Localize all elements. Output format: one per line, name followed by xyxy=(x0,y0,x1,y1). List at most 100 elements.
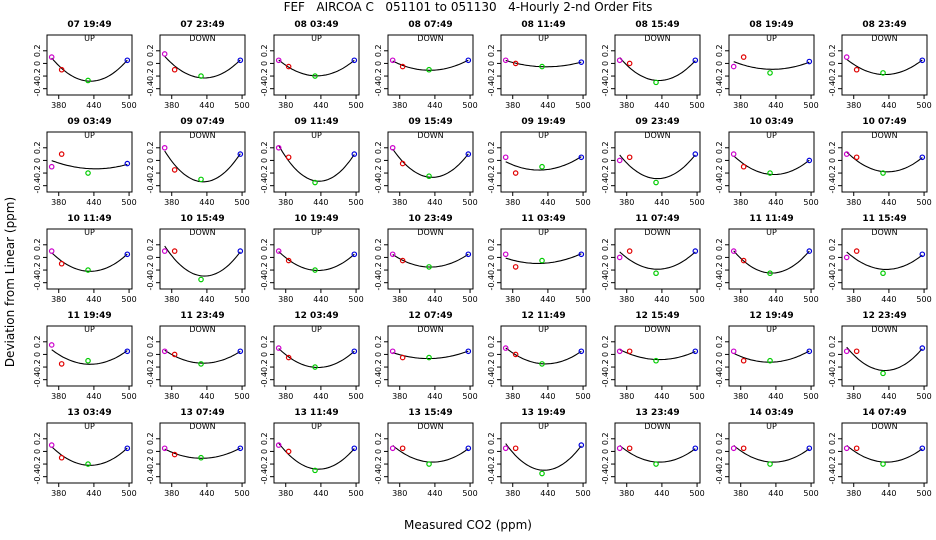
y-tick-label: -0.4 xyxy=(828,469,837,485)
x-tick-label: 380 xyxy=(619,101,634,110)
x-tick-label: 440 xyxy=(654,198,669,207)
data-point xyxy=(171,167,178,173)
data-point xyxy=(285,354,292,361)
panel-direction-label: DOWN xyxy=(644,228,670,237)
data-point xyxy=(626,445,633,452)
y-tick-label: 0 xyxy=(828,61,837,66)
y-tick-label: -0.4 xyxy=(715,372,724,388)
x-tick-label: 500 xyxy=(803,489,818,498)
panel: 08 23:49 DOWN 380 440 500 -0.4-0.2 0 0.2 xyxy=(828,20,932,110)
panel-title: 10 07:49 xyxy=(862,117,906,127)
y-tick-label: 0.2 xyxy=(601,335,610,348)
data-point xyxy=(237,445,244,452)
panel-direction-label: UP xyxy=(84,422,95,431)
data-point xyxy=(512,351,519,358)
x-tick-label: 440 xyxy=(313,489,328,498)
data-point xyxy=(740,257,747,264)
y-tick-label: 0 xyxy=(715,449,724,454)
fit-curve xyxy=(846,444,923,463)
fit-curve xyxy=(51,349,128,365)
plot-frame xyxy=(273,325,360,387)
fit-curve xyxy=(51,160,128,170)
x-tick-label: 500 xyxy=(575,295,590,304)
panel-title: 13 03:49 xyxy=(67,408,111,418)
fit-curve xyxy=(733,444,810,463)
y-tick-label: -0.2 xyxy=(601,68,610,84)
data-point xyxy=(578,251,585,258)
x-tick-label: 440 xyxy=(768,489,783,498)
y-tick-label: -0.4 xyxy=(601,81,610,97)
y-tick-label: 0 xyxy=(33,158,42,163)
fit-curve xyxy=(392,350,469,360)
data-point xyxy=(626,248,633,254)
panel-direction-label: UP xyxy=(84,228,95,237)
data-point xyxy=(389,348,396,355)
data-point xyxy=(539,163,545,170)
x-tick-label: 380 xyxy=(278,101,293,110)
x-tick-label: 380 xyxy=(846,101,861,110)
y-tick-label: -0.2 xyxy=(33,456,42,472)
x-tick-label: 500 xyxy=(575,198,590,207)
plot-frame xyxy=(273,422,360,484)
panel-direction-label: DOWN xyxy=(644,325,670,334)
y-tick-label: 0.2 xyxy=(715,335,724,348)
panel: 10 15:49 DOWN 380 440 500 -0.4-0.2 0 0.2 xyxy=(146,214,250,304)
plot-frame xyxy=(387,228,474,290)
data-point xyxy=(465,348,472,355)
panel: 09 03:49 UP 380 440 500 -0.4-0.2 0 0.2 xyxy=(33,117,137,207)
data-point xyxy=(692,151,699,157)
data-point xyxy=(237,57,244,64)
y-tick-label: -0.4 xyxy=(374,275,383,291)
x-tick-label: 500 xyxy=(575,392,590,401)
x-tick-label: 500 xyxy=(803,295,818,304)
y-tick-label: -0.2 xyxy=(33,68,42,84)
data-point xyxy=(85,77,91,84)
plot-frame xyxy=(46,228,133,290)
fit-curve xyxy=(278,59,355,77)
x-tick-label: 380 xyxy=(392,392,407,401)
x-tick-label: 500 xyxy=(689,489,704,498)
x-tick-label: 500 xyxy=(575,489,590,498)
chart-title: FEF AIRCOA C 051101 to 051130 4-Hourly 2… xyxy=(283,0,653,14)
x-tick-label: 440 xyxy=(313,198,328,207)
y-tick-label: 0.2 xyxy=(260,44,269,57)
x-tick-label: 380 xyxy=(846,392,861,401)
panel-direction-label: DOWN xyxy=(644,34,670,43)
data-point xyxy=(880,70,886,76)
fit-curve xyxy=(619,251,696,270)
data-point xyxy=(767,461,773,467)
plot-frame xyxy=(159,131,246,193)
panel-title: 12 11:49 xyxy=(521,311,565,321)
x-tick-label: 500 xyxy=(462,392,477,401)
data-point xyxy=(161,348,168,355)
y-tick-label: 0.2 xyxy=(146,238,155,251)
y-tick-label: -0.2 xyxy=(487,68,496,84)
data-point xyxy=(653,179,659,186)
data-point xyxy=(843,254,850,261)
fit-curve xyxy=(619,154,696,180)
y-tick-label: 0.2 xyxy=(715,44,724,57)
y-tick-label: 0 xyxy=(601,158,610,163)
panel-title: 10 03:49 xyxy=(749,117,793,127)
fit-curve xyxy=(505,156,582,171)
fit-curve xyxy=(278,251,355,272)
x-tick-label: 440 xyxy=(881,101,896,110)
fit-curve xyxy=(278,442,355,470)
plot-frame xyxy=(728,34,815,96)
data-point xyxy=(502,251,509,258)
panel-direction-label: UP xyxy=(311,325,322,334)
plot-frame xyxy=(387,34,474,96)
panel-direction-label: UP xyxy=(766,34,777,43)
y-tick-label: -0.2 xyxy=(260,359,269,375)
data-point xyxy=(692,248,699,254)
y-tick-label: -0.2 xyxy=(828,456,837,472)
y-tick-label: -0.2 xyxy=(715,165,724,181)
y-tick-label: 0.2 xyxy=(828,238,837,251)
x-tick-label: 440 xyxy=(427,392,442,401)
x-tick-label: 380 xyxy=(278,295,293,304)
fit-curve xyxy=(392,148,469,178)
data-point xyxy=(389,144,396,151)
panel: 11 03:49 UP 380 440 500 -0.4-0.2 0 0.2 xyxy=(487,214,591,304)
data-point xyxy=(48,442,55,448)
data-point xyxy=(85,461,91,467)
